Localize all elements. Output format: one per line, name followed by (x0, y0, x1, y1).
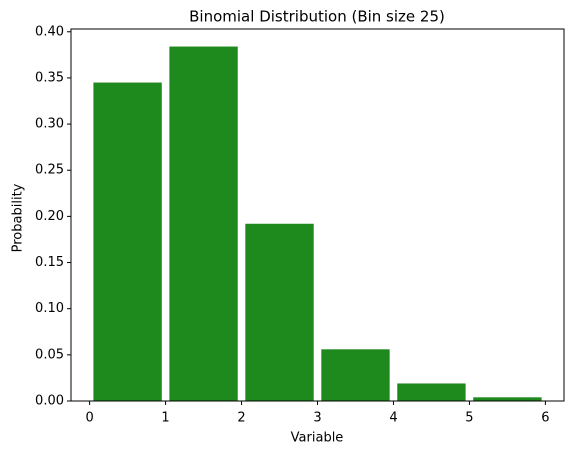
y-tick-label: 0.00 (35, 394, 64, 409)
x-tick-label: 5 (465, 411, 473, 426)
bar (321, 349, 390, 401)
x-tick-label: 4 (389, 411, 397, 426)
bar (169, 46, 238, 402)
plot-frame (70, 28, 565, 402)
x-tick-label: 1 (161, 411, 169, 426)
bar (397, 383, 466, 401)
bar (93, 82, 162, 402)
y-tick-label: 0.20 (35, 209, 64, 224)
y-tick-label: 0.15 (35, 255, 64, 270)
y-tick-label: 0.10 (35, 301, 64, 316)
x-tick-label: 6 (541, 411, 549, 426)
bar (473, 397, 542, 401)
x-tick-label: 3 (313, 411, 321, 426)
y-tick-label: 0.05 (35, 347, 64, 362)
x-axis-label: Variable (291, 431, 344, 446)
y-tick-label: 0.40 (35, 24, 64, 39)
bar (245, 223, 314, 401)
y-axis-label: Probability (11, 183, 26, 252)
x-tick-label: 2 (237, 411, 245, 426)
x-tick-label: 0 (85, 411, 93, 426)
y-tick-label: 0.25 (35, 163, 64, 178)
y-tick-label: 0.30 (35, 117, 64, 132)
chart-title: Binomial Distribution (Bin size 25) (189, 8, 445, 26)
y-tick-label: 0.35 (35, 70, 64, 85)
